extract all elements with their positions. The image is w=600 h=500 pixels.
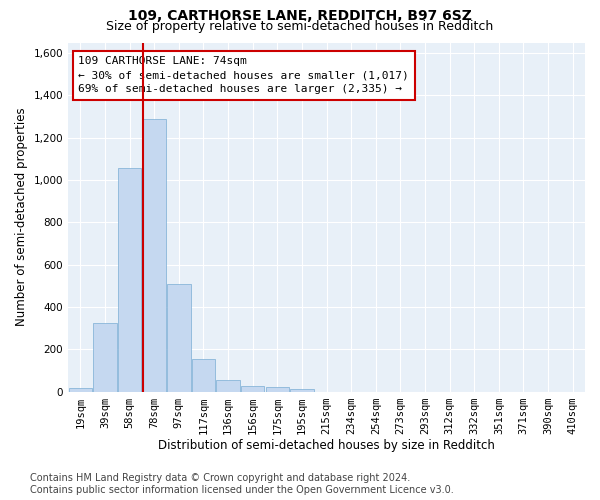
Bar [192, 359, 215, 392]
Text: Size of property relative to semi-detached houses in Redditch: Size of property relative to semi-detach… [106, 20, 494, 33]
Bar [143, 118, 166, 392]
X-axis label: Distribution of semi-detached houses by size in Redditch: Distribution of semi-detached houses by … [158, 440, 495, 452]
Text: 109 CARTHORSE LANE: 74sqm
← 30% of semi-detached houses are smaller (1,017)
69% : 109 CARTHORSE LANE: 74sqm ← 30% of semi-… [79, 56, 409, 94]
Bar [118, 168, 141, 392]
Bar [93, 323, 116, 392]
Bar [241, 386, 265, 392]
Bar [290, 389, 314, 392]
Bar [266, 388, 289, 392]
Bar [68, 388, 92, 392]
Y-axis label: Number of semi-detached properties: Number of semi-detached properties [15, 108, 28, 326]
Bar [167, 284, 191, 392]
Bar [217, 380, 240, 392]
Text: Contains HM Land Registry data © Crown copyright and database right 2024.
Contai: Contains HM Land Registry data © Crown c… [30, 474, 454, 495]
Text: 109, CARTHORSE LANE, REDDITCH, B97 6SZ: 109, CARTHORSE LANE, REDDITCH, B97 6SZ [128, 9, 472, 23]
